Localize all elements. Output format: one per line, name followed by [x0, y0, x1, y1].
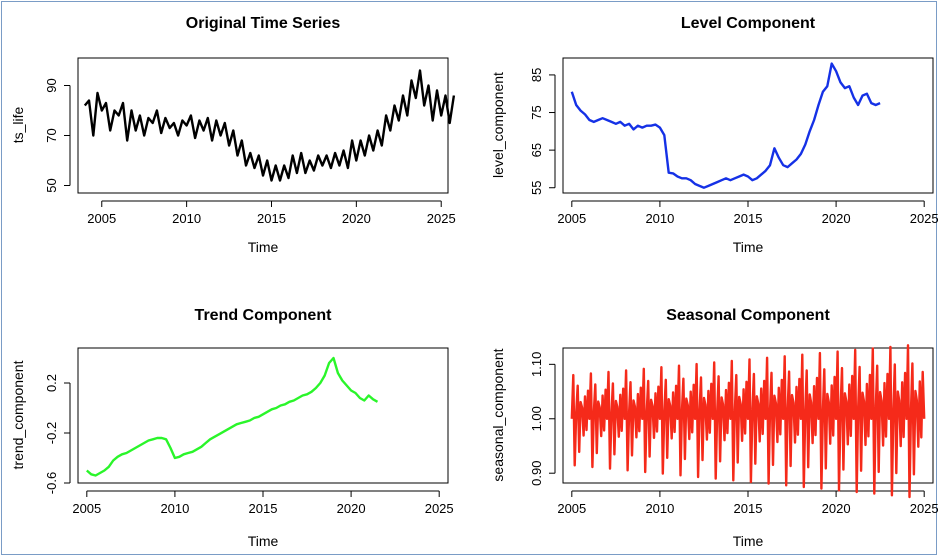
level-x-tick-label: 2010: [645, 211, 674, 226]
level-y-tick-label: 65: [529, 143, 544, 157]
trend-ylabel: trend_component: [10, 360, 26, 469]
trend-x-tick-label: 2010: [160, 501, 189, 516]
level-x-tick-label: 2005: [557, 211, 586, 226]
trend-plot-box: [77, 347, 449, 484]
original-x-tick-label: 2015: [257, 211, 286, 226]
original-title: Original Time Series: [186, 15, 341, 32]
trend-xlabel: Time: [248, 533, 279, 549]
level-x-tick-label: 2025: [910, 211, 939, 226]
seasonal-x-tick-label: 2020: [822, 501, 851, 516]
original-series-line: [83, 69, 456, 182]
trend-y-tick-label: -0.6: [44, 472, 59, 494]
seasonal-ylabel: seasonal_component: [490, 348, 506, 481]
level-x-tick-label: 2015: [734, 211, 763, 226]
seasonal-x-tick-label: 2010: [645, 501, 674, 516]
level-x-tick-label: 2020: [822, 211, 851, 226]
seasonal-x-tick-label: 2015: [734, 501, 763, 516]
seasonal-y-tick-label: 0.90: [529, 461, 544, 486]
trend-y-tick-label: -0.2: [44, 422, 59, 444]
trend-title: Trend Component: [195, 307, 333, 324]
original-y-tick-label: 50: [44, 178, 59, 192]
level-plot-box: [562, 57, 934, 194]
level-xlabel: Time: [733, 239, 764, 255]
seasonal-x-tick-label: 2005: [557, 501, 586, 516]
seasonal-xlabel: Time: [733, 533, 764, 549]
seasonal-y-tick-label: 1.00: [529, 406, 544, 431]
level-ylabel: level_component: [490, 72, 506, 178]
original-y-tick-label: 70: [44, 128, 59, 142]
original-xlabel: Time: [248, 239, 279, 255]
original-ylabel: ts_life: [10, 107, 26, 144]
seasonal-y-tick-label: 1.10: [529, 352, 544, 377]
seasonal-title: Seasonal Component: [666, 307, 830, 324]
seasonal-plot-box: [562, 347, 934, 484]
level-title: Level Component: [681, 15, 816, 32]
seasonal-x-tick-label: 2025: [910, 501, 939, 516]
original-y-tick-label: 90: [44, 78, 59, 92]
level-y-tick-label: 75: [529, 105, 544, 119]
seasonal-series-line: [570, 344, 926, 499]
original-x-tick-label: 2020: [342, 211, 371, 226]
trend-y-tick-label: 0.2: [44, 374, 59, 392]
level-series-line: [570, 62, 881, 189]
original-x-tick-label: 2005: [87, 211, 116, 226]
trend-series-line: [86, 356, 379, 477]
original-x-tick-label: 2025: [427, 211, 456, 226]
trend-x-tick-label: 2015: [249, 501, 278, 516]
trend-x-tick-label: 2005: [72, 501, 101, 516]
original-x-tick-label: 2010: [172, 211, 201, 226]
original-plot-box: [77, 57, 449, 194]
trend-x-tick-label: 2025: [425, 501, 454, 516]
trend-x-tick-label: 2020: [337, 501, 366, 516]
level-y-tick-label: 85: [529, 68, 544, 82]
level-y-tick-label: 55: [529, 181, 544, 195]
